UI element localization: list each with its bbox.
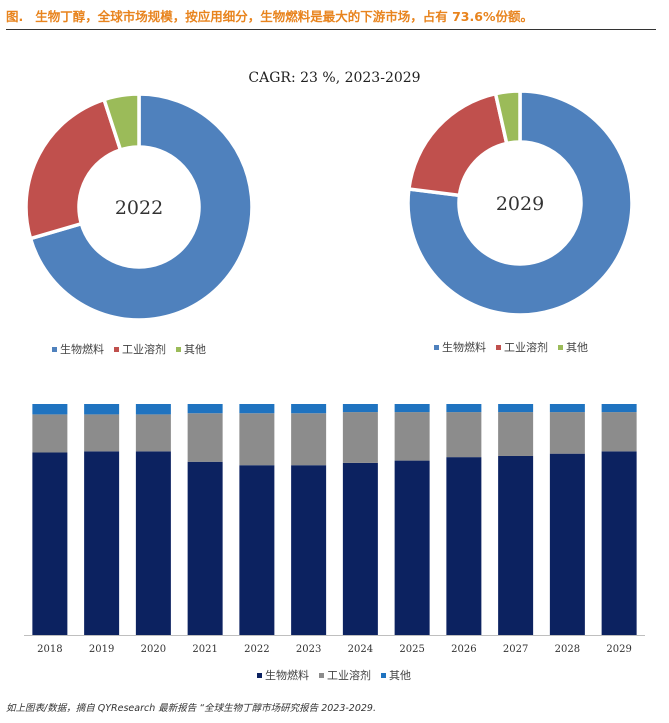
legend-swatch-biofuel (434, 344, 439, 350)
x-tick-label-2026: 2026 (451, 644, 476, 655)
bar-2021-biofuel (187, 461, 223, 635)
bar-2026-biofuel (446, 457, 482, 635)
bar-2023-industrial-solvent (291, 413, 327, 466)
legend-item-other: 其他 (558, 339, 588, 355)
legend-label-industrial-solvent: 工业溶剂 (504, 341, 548, 354)
legend-item-industrial-solvent: 工业溶剂 (496, 339, 548, 355)
bar-2019-industrial-solvent (84, 414, 120, 452)
x-tick-label-2028: 2028 (555, 644, 580, 655)
x-tick-label-2021: 2021 (192, 644, 217, 655)
bar-2022-other (239, 404, 275, 414)
legend-item-industrial-solvent: 工业溶剂 (319, 667, 371, 683)
legend-item-other: 其他 (176, 341, 206, 357)
donut-2029-center-label: 2029 (496, 193, 544, 215)
legend-label-other: 其他 (389, 669, 411, 682)
bar-2029-other (601, 404, 637, 413)
bar-2024-other (342, 404, 378, 413)
legend-item-other: 其他 (381, 667, 411, 683)
bar-2028-other (549, 404, 585, 413)
bar-2028-biofuel (549, 453, 585, 635)
bar-2023-biofuel (291, 465, 327, 635)
x-tick-label-2023: 2023 (296, 644, 321, 655)
bar-2027-industrial-solvent (498, 412, 534, 456)
bar-2023-other (291, 404, 327, 414)
legend-item-biofuel: 生物燃料 (257, 667, 309, 683)
legend-label-biofuel: 生物燃料 (60, 343, 104, 356)
x-tick-label-2020: 2020 (141, 644, 166, 655)
legend-stacked-bar: 生物燃料 工业溶剂 其他 (257, 667, 411, 683)
legend-label-biofuel: 生物燃料 (442, 341, 486, 354)
donut-2022-slice-biofuel (28, 92, 254, 322)
legend-label-industrial-solvent: 工业溶剂 (122, 343, 166, 356)
donut-2022-slice-industrial-solvent (24, 97, 123, 241)
bar-2029-industrial-solvent (601, 412, 637, 452)
legend-swatch-industrial-solvent (319, 672, 324, 678)
bar-2020-industrial-solvent (135, 414, 171, 452)
bar-2022-industrial-solvent (239, 413, 275, 466)
figure-title-prefix: 图. (6, 9, 24, 24)
legend-donut-2022: 生物燃料 工业溶剂 其他 (52, 341, 206, 357)
bar-2026-industrial-solvent (446, 412, 482, 458)
legend-label-other: 其他 (184, 343, 206, 356)
legend-item-industrial-solvent: 工业溶剂 (114, 341, 166, 357)
legend-swatch-biofuel (257, 672, 262, 678)
legend-swatch-industrial-solvent (496, 344, 501, 350)
legend-swatch-biofuel (52, 346, 57, 352)
figure-title: 图. 生物丁醇，全球市场规模，按应用细分，生物燃料是最大的下游市场，占有 73.6… (6, 6, 656, 28)
bar-2019-biofuel (84, 451, 120, 635)
bar-2018-industrial-solvent (32, 414, 68, 453)
bar-2018-other (32, 404, 68, 415)
x-tick-label-2019: 2019 (89, 644, 114, 655)
legend-swatch-other (381, 672, 386, 678)
bar-2027-other (498, 404, 534, 413)
donut-2022-center-label: 2022 (115, 197, 163, 219)
donut-2029-slice-industrial-solvent (406, 91, 509, 198)
x-tick-label-2027: 2027 (503, 644, 528, 655)
bar-2024-industrial-solvent (342, 412, 378, 463)
bar-2018-biofuel (32, 452, 68, 635)
legend-swatch-industrial-solvent (114, 346, 119, 352)
legend-label-biofuel: 生物燃料 (265, 669, 309, 682)
x-tick-label-2018: 2018 (37, 644, 62, 655)
donut-2022-slice-other (101, 92, 141, 153)
bar-2026-other (446, 404, 482, 413)
donut-2029-slice-other (493, 89, 522, 146)
bar-2019-other (84, 404, 120, 415)
legend-label-other: 其他 (566, 341, 588, 354)
x-tick-label-2025: 2025 (399, 644, 424, 655)
bar-2025-other (394, 404, 430, 413)
bar-2025-biofuel (394, 460, 430, 635)
legend-label-industrial-solvent: 工业溶剂 (327, 669, 371, 682)
legend-swatch-other (176, 346, 181, 352)
legend-swatch-other (558, 344, 563, 350)
bar-2020-biofuel (135, 451, 171, 635)
bar-2025-industrial-solvent (394, 412, 430, 461)
bar-2028-industrial-solvent (549, 412, 585, 454)
x-tick-label-2022: 2022 (244, 644, 269, 655)
title-divider (6, 29, 656, 30)
legend-item-biofuel: 生物燃料 (52, 341, 104, 357)
bar-2022-biofuel (239, 465, 275, 635)
cagr-label: CAGR: 23 %, 2023-2029 (248, 70, 421, 86)
bar-2024-biofuel (342, 462, 378, 635)
legend-donut-2029: 生物燃料 工业溶剂 其他 (434, 339, 588, 355)
donut-2029-slice-biofuel (406, 89, 634, 317)
x-tick-label-2024: 2024 (348, 644, 373, 655)
source-footnote: 如上图表/数据，摘自 QYResearch 最新报告 “全球生物丁醇市场研究报告… (6, 703, 376, 714)
figure-title-text: 生物丁醇，全球市场规模，按应用细分，生物燃料是最大的下游市场，占有 73.6%份… (35, 9, 533, 24)
bar-2021-other (187, 404, 223, 414)
x-tick-label-2029: 2029 (606, 644, 631, 655)
bar-2027-biofuel (498, 455, 534, 635)
bar-2029-biofuel (601, 451, 637, 635)
legend-item-biofuel: 生物燃料 (434, 339, 486, 355)
bar-2020-other (135, 404, 171, 415)
bar-2021-industrial-solvent (187, 413, 223, 462)
